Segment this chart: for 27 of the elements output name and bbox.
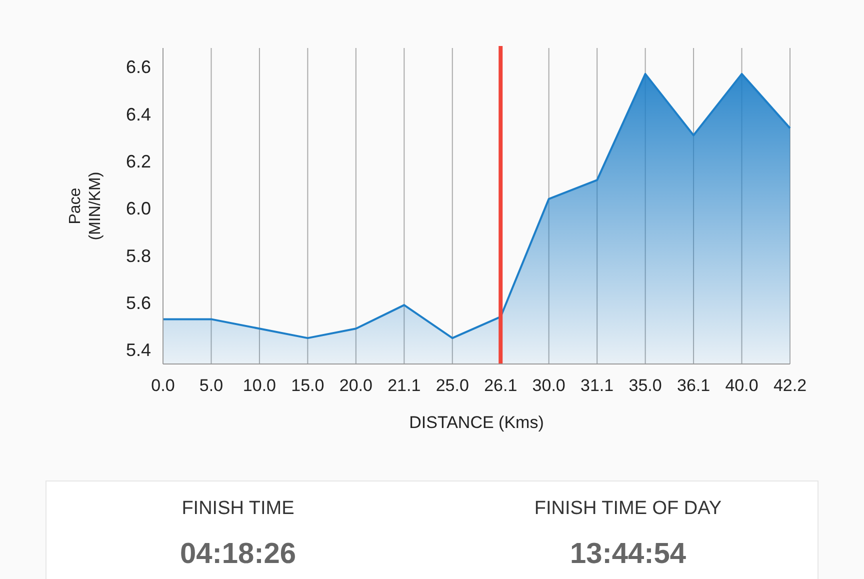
x-tick-label: 5.0 <box>199 376 224 395</box>
x-tick-label: 40.0 <box>725 376 758 395</box>
x-tick-label: 25.0 <box>436 376 469 395</box>
x-tick-label: 36.1 <box>676 376 710 395</box>
x-tick-label: 30.0 <box>532 376 566 395</box>
y-tick-label: 6.4 <box>126 104 151 124</box>
x-tick-label: 10.0 <box>242 376 276 395</box>
y-tick-label: 5.8 <box>126 246 151 266</box>
text: 13:44:54 <box>570 538 686 570</box>
x-tick-label: 0.0 <box>151 376 175 395</box>
y-tick-label: 6.0 <box>126 198 151 219</box>
y-tick-label: 5.6 <box>126 292 151 313</box>
x-tick-label: 31.1 <box>580 376 614 395</box>
text: FINISH TIME <box>182 498 294 519</box>
y-tick-label: 5.4 <box>126 340 151 360</box>
y-tick-label: 6.2 <box>126 151 151 172</box>
x-tick-label: 35.0 <box>628 376 662 395</box>
text: 04:18:26 <box>180 538 296 570</box>
x-tick-label: 21.1 <box>388 376 421 395</box>
y-axis-title: Pace (MIN/KM) <box>67 172 104 240</box>
x-tick-label: 20.0 <box>339 376 372 395</box>
x-axis-title: DISTANCE (Kms) <box>409 413 544 432</box>
y-tick-label: 6.6 <box>126 57 151 78</box>
x-tick-label: 42.2 <box>773 376 807 395</box>
x-tick-label: 26.1 <box>484 376 518 395</box>
text: FINISH TIME OF DAY <box>534 498 722 519</box>
x-tick-label: 15.0 <box>291 376 324 395</box>
